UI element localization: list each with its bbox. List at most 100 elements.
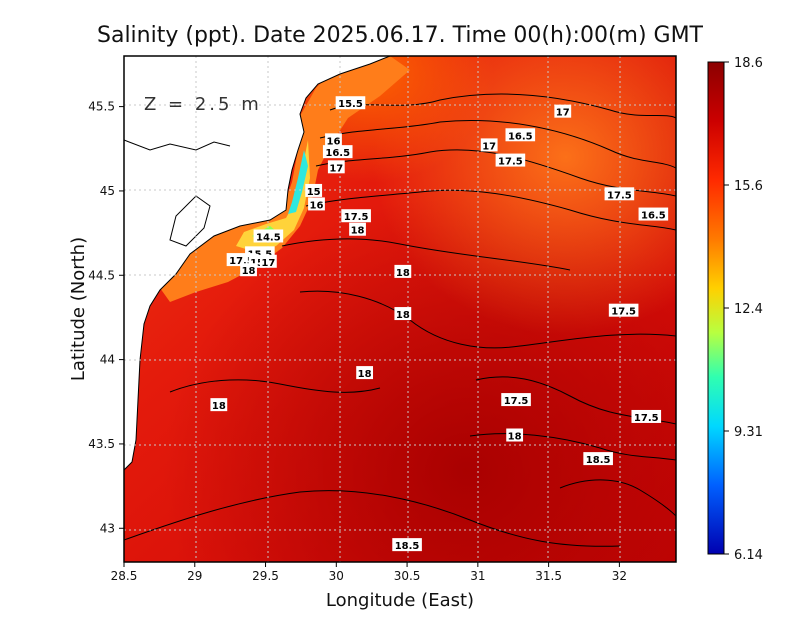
contour-label-text: 17 — [329, 163, 343, 174]
y-axis-label: Latitude (North) — [68, 237, 89, 381]
contour-label-text: 17.5 — [607, 190, 632, 201]
lake-outline — [124, 139, 231, 247]
contour-label-box — [335, 96, 366, 110]
contour-label-text: 17.5 — [229, 256, 254, 267]
contour-label-text: 16.5 — [325, 148, 350, 159]
contour-label: 17.5 — [604, 187, 635, 201]
contour-label-box — [259, 254, 277, 268]
contour-label-box — [631, 409, 662, 423]
y-axis-ticks: 43 43.5 44 44.5 45 45.5 — [88, 100, 124, 535]
contour-label-text: 16 — [327, 136, 341, 147]
contour-label-box — [349, 222, 366, 236]
contour-label: 16 — [308, 197, 325, 211]
contour-label: 17 — [259, 254, 277, 269]
contour-labels: 15.51716.51717.51616.517151617.51817.516… — [210, 96, 669, 552]
contour-label-text: 18 — [242, 266, 256, 277]
colorbar-tick-label: 18.6 — [734, 56, 763, 71]
contour-label-box — [341, 209, 371, 223]
contour-label-text: 16.5 — [641, 211, 666, 222]
contour-label-box — [210, 398, 228, 412]
y-tick-label: 44.5 — [88, 268, 115, 282]
coastal-plume-cyan — [288, 150, 308, 214]
land-mass — [124, 56, 391, 471]
x-tick-label: 31 — [470, 569, 485, 583]
x-tick-label: 30 — [329, 569, 344, 583]
colorbar-tick-label: 15.6 — [734, 179, 763, 194]
contour-label-box — [495, 153, 526, 167]
contour-label-text: 18 — [508, 432, 522, 443]
contour-label: 16.5 — [638, 207, 669, 222]
colorbar-tick-label: 12.4 — [734, 302, 763, 317]
x-axis-label: Longitude (East) — [326, 590, 474, 611]
contour-label-text: 17 — [482, 141, 496, 152]
contour-label: 16.5 — [505, 128, 536, 142]
contour-label-box — [392, 538, 422, 552]
y-tick-label: 45 — [100, 184, 115, 198]
contour-label-box — [394, 264, 412, 278]
x-tick-label: 30.5 — [394, 569, 421, 583]
contour-label-text: 17.5 — [634, 413, 659, 424]
contour-label-box — [305, 183, 323, 197]
contour-label: 18 — [349, 222, 366, 237]
contour-label: 18 — [394, 264, 412, 279]
contour-label-box — [583, 452, 613, 466]
contour-label: 17.5 — [495, 153, 526, 168]
contour-label: 18 — [210, 398, 228, 412]
contour-label: 18.5 — [583, 452, 613, 466]
x-tick-label: 31.5 — [535, 569, 562, 583]
contour-label-text: 18 — [351, 226, 365, 237]
contour-label-text: 15.5 — [338, 99, 363, 110]
contour-label-text: 18 — [396, 310, 410, 321]
contour-label-text: 15 — [250, 258, 264, 269]
contour-label: 16 — [325, 133, 342, 147]
contour-label: 16.5 — [322, 145, 353, 159]
contour-label-text: 17 — [556, 108, 570, 119]
contour-label-text: 16 — [310, 200, 324, 211]
contour-label-text: 18 — [212, 401, 226, 412]
x-tick-label: 29.5 — [252, 569, 279, 583]
contour-label: 17.5 — [501, 393, 531, 407]
colorbar-tick-label: 9.31 — [734, 425, 763, 440]
contour-label-box — [501, 393, 531, 407]
contour-label: 14.5 — [253, 229, 284, 243]
contour-label: 17.5 — [608, 303, 639, 318]
contour-label-text: 18 — [358, 369, 372, 380]
contour-label-box — [638, 207, 669, 221]
contour-label-text: 18.5 — [586, 455, 611, 466]
contour-label-box — [322, 145, 353, 159]
contour-label-text: 17.5 — [344, 212, 369, 223]
contour-label-box — [327, 160, 345, 174]
x-axis-ticks: 28.5 29 29.5 30 30.5 31 31.5 32 — [111, 562, 627, 583]
contour-label-box — [240, 263, 257, 277]
contour-label: 17.5 — [631, 409, 662, 424]
contour-label: 18 — [394, 307, 412, 321]
contour-label-box — [480, 138, 498, 152]
chart-title: Salinity (ppt). Date 2025.06.17. Time 00… — [97, 23, 704, 48]
contour-label-text: 15 — [307, 187, 321, 198]
contour-label: 17 — [554, 104, 572, 119]
contour-label-box — [394, 307, 412, 321]
contour-label: 15 — [305, 183, 323, 198]
contour-label: 18 — [356, 366, 374, 380]
contour-label-text: 17 — [261, 258, 275, 269]
contour-label-box — [604, 187, 635, 201]
x-tick-label: 32 — [612, 569, 627, 583]
y-tick-label: 43 — [100, 521, 115, 535]
contour-label-text: 17.5 — [611, 307, 636, 318]
contour-label-text: 17.5 — [504, 396, 529, 407]
colorbar-tick-label: 6.14 — [734, 548, 763, 563]
contour-label-box — [308, 197, 325, 211]
coastal-plume-yellow — [236, 140, 310, 252]
contour-label-text: 14.5 — [256, 232, 281, 243]
contour-label: 17 — [327, 160, 345, 174]
contour-label: 17.5 — [341, 209, 371, 223]
colorbar-ticks: 18.6 15.6 12.4 9.31 6.14 — [724, 56, 763, 563]
colorbar — [707, 61, 725, 555]
contour-label: 18 — [240, 263, 257, 277]
x-tick-label: 29 — [187, 569, 202, 583]
y-tick-label: 44 — [100, 353, 115, 367]
plot-frame — [123, 55, 677, 563]
grid-lines — [124, 56, 676, 562]
contour-label-text: 18 — [396, 268, 410, 279]
depth-annotation: Z = 2.5 m — [144, 94, 262, 115]
